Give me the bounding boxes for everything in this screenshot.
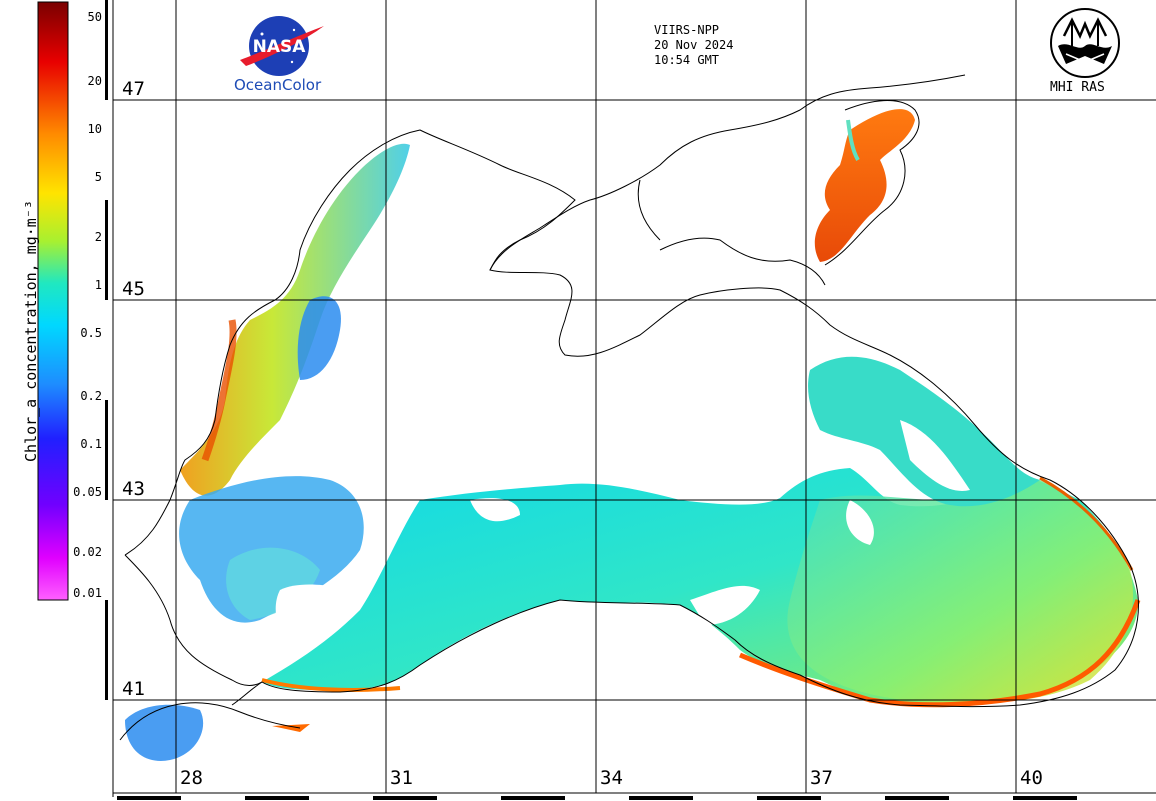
latitude-label: 47 (120, 78, 147, 100)
colorbar-tick: 0.5 (80, 326, 102, 340)
colorbar-tick: 0.05 (73, 485, 102, 499)
left-ruler (105, 0, 114, 797)
colorbar-tick: 1 (94, 278, 102, 292)
nasa-caption: OceanColor (234, 76, 322, 94)
mhi-caption: MHI RAS (1050, 80, 1105, 95)
latitude-label: 41 (120, 678, 147, 700)
nasa-logo: NASA (240, 16, 324, 76)
colorbar-tick: 0.02 (73, 545, 102, 559)
latitude-label: 43 (120, 478, 147, 500)
sensor-name: VIIRS-NPP (654, 23, 720, 37)
mhi-logo (1050, 8, 1120, 78)
longitude-label: 31 (390, 767, 413, 789)
colorbar-tick: 5 (94, 170, 102, 184)
colorbar-tick: 10 (87, 122, 102, 136)
colorbar-ticks: 50 20 10 5 2 1 0.5 0.2 0.1 0.05 0.02 0.0… (70, 0, 104, 600)
bottom-ruler (113, 792, 1156, 800)
chlorophyll-layer (125, 109, 1141, 761)
colorbar-tick: 0.01 (73, 586, 102, 600)
product-info: VIIRS-NPP 20 Nov 2024 10:54 GMT (654, 23, 733, 68)
colorbar-tick: 50 (87, 10, 102, 24)
nasa-wordmark: NASA (253, 37, 307, 57)
acquisition-time: 10:54 GMT (654, 53, 720, 67)
colorbar-title: Chlor_a concentration, mg·m⁻³ (22, 200, 40, 462)
acquisition-date: 20 Nov 2024 (654, 38, 734, 52)
colorbar-tick: 20 (87, 74, 102, 88)
longitude-label: 37 (810, 767, 833, 789)
colorbar-gradient (37, 1, 69, 601)
longitude-label: 40 (1020, 767, 1043, 789)
longitude-label: 28 (180, 767, 203, 789)
sea-east (787, 477, 1134, 704)
sea-ne-coast (808, 356, 1040, 507)
coastline (119, 74, 1139, 741)
graticule (113, 0, 1156, 793)
colorbar-tick: 2 (94, 230, 102, 244)
western-shelf (180, 143, 410, 496)
latitude-label: 45 (120, 278, 147, 300)
colorbar-tick: 0.2 (80, 389, 102, 403)
colorbar-tick: 0.1 (80, 437, 102, 451)
azov-sea (814, 109, 915, 262)
longitude-label: 34 (600, 767, 623, 789)
marmara-sea (125, 704, 204, 761)
